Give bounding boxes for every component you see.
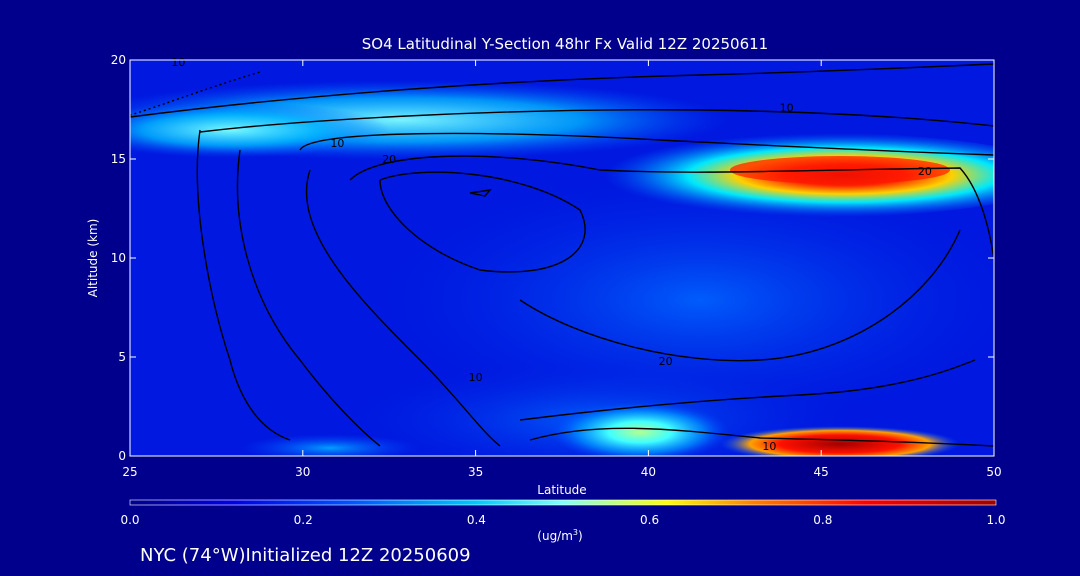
contour-line <box>130 63 994 118</box>
x-tick-label: 35 <box>468 465 483 479</box>
x-tick-label: 40 <box>641 465 656 479</box>
colorbar-tick-label: 0.2 <box>294 513 313 527</box>
x-tick-label: 30 <box>295 465 310 479</box>
contour-line <box>529 427 994 447</box>
colorbar <box>129 499 997 506</box>
contour-lines <box>130 63 994 447</box>
contour-line <box>305 169 501 447</box>
colorbar-tick-label: 0.4 <box>467 513 486 527</box>
x-tick-label: 25 <box>122 465 137 479</box>
y-tick-label: 5 <box>118 350 126 364</box>
contour-label: 20 <box>382 153 396 166</box>
colorbar-ticks: 0.0 0.2 0.4 0.6 0.8 1.0 <box>120 513 1005 527</box>
contour-line <box>379 171 586 273</box>
heatmap-blob <box>720 426 960 456</box>
contour-line <box>299 132 994 156</box>
heatmap-field <box>130 80 994 456</box>
colorbar-tick-label: 0.8 <box>813 513 832 527</box>
x-tick-label: 45 <box>814 465 829 479</box>
contour-line <box>196 129 291 441</box>
colorbar-unit-superscript: 3 <box>573 528 578 537</box>
y-tick-label: 0 <box>118 449 126 463</box>
contour-line <box>349 155 994 261</box>
colorbar-tick-label: 1.0 <box>986 513 1005 527</box>
colorbar-tick-label: 0.6 <box>640 513 659 527</box>
colorbar-unit-label: (ug/m3) <box>537 528 582 543</box>
contour-label: 10 <box>171 56 185 69</box>
contour-label: 10 <box>762 440 776 453</box>
contour-labels: 10 10 20 10 20 20 10 10 <box>171 56 931 453</box>
heatmap-blob <box>240 434 420 456</box>
footer-info: NYC (74°W)Initialized 12Z 20250609 <box>140 545 471 566</box>
colorbar-unit-text: (ug/m <box>537 529 573 543</box>
contour-label: 20 <box>918 165 932 178</box>
y-axis-label: Altitude (km) <box>86 219 100 298</box>
contour-line <box>469 189 492 197</box>
colorbar-unit-end: ) <box>578 529 583 543</box>
contour-line <box>519 359 976 421</box>
axis-ticks: 25 30 35 40 45 50 0 5 10 15 20 <box>111 53 1002 479</box>
contour-line <box>199 109 994 133</box>
contour-line <box>519 229 961 362</box>
contour-label: 10 <box>780 102 794 115</box>
contour-line <box>236 149 381 447</box>
chart-title: SO4 Latitudinal Y-Section 48hr Fx Valid … <box>362 35 768 53</box>
x-axis-label: Latitude <box>537 483 586 497</box>
contour-line <box>130 71 261 116</box>
contour-label: 20 <box>659 355 673 368</box>
heatmap-blob <box>130 102 390 158</box>
y-tick-label: 15 <box>111 152 126 166</box>
contour-label: 10 <box>469 371 483 384</box>
colorbar-tick-label: 0.0 <box>120 513 139 527</box>
x-tick-label: 50 <box>986 465 1001 479</box>
y-tick-label: 10 <box>111 251 126 265</box>
contour-label: 10 <box>330 137 344 150</box>
y-tick-label: 20 <box>111 53 126 67</box>
